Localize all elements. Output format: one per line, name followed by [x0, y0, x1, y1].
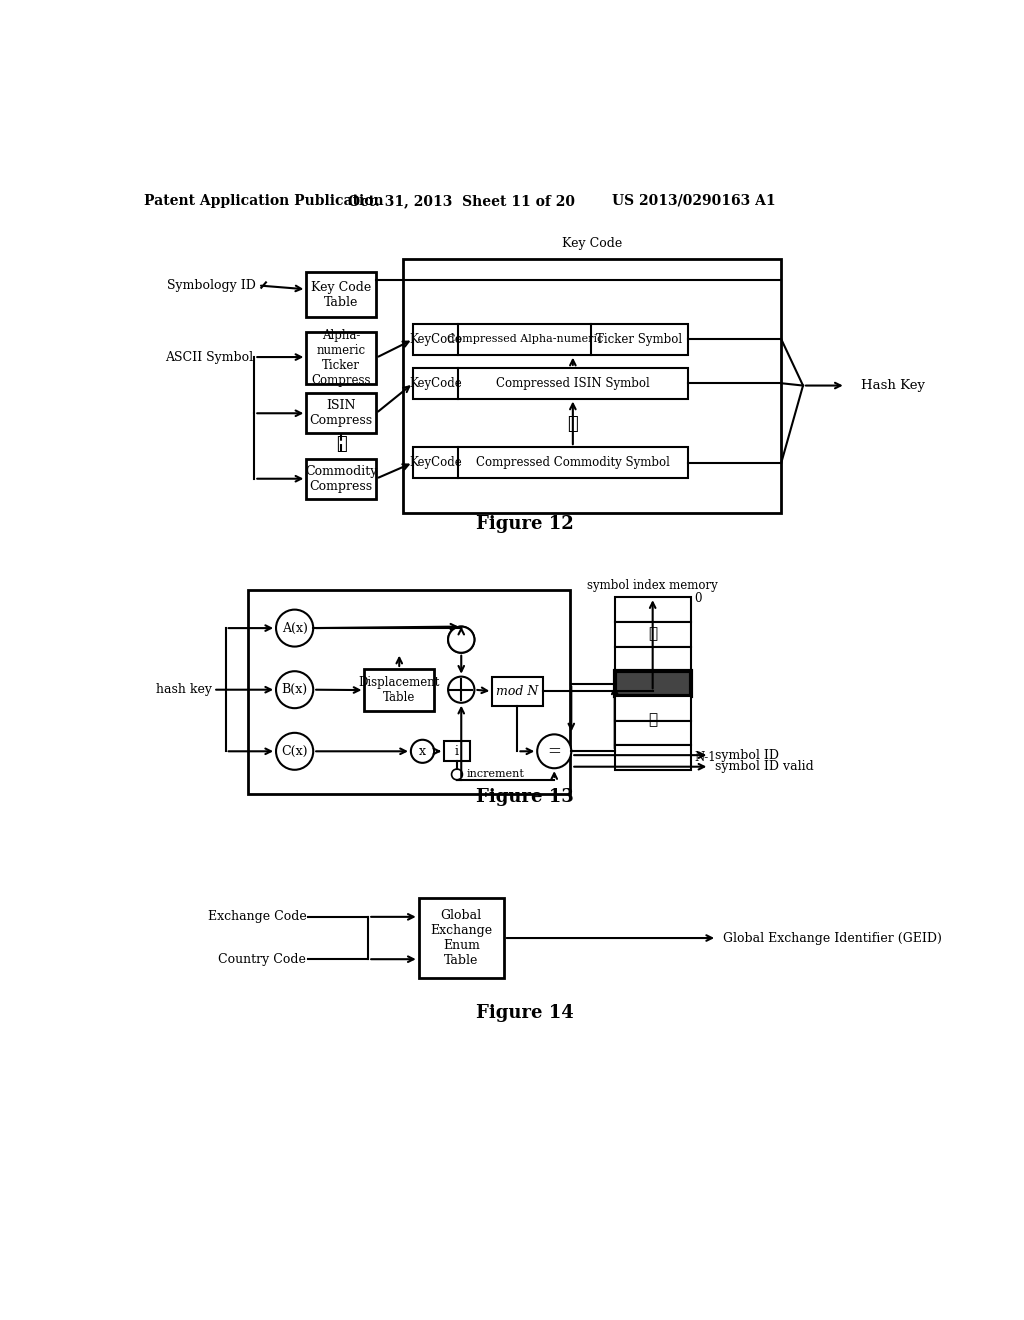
- Bar: [306, 393, 376, 433]
- Bar: [414, 323, 688, 355]
- Bar: [306, 331, 376, 384]
- Text: C(x): C(x): [282, 744, 308, 758]
- Text: Hash Key: Hash Key: [861, 379, 925, 392]
- Bar: [614, 671, 690, 696]
- Circle shape: [276, 733, 313, 770]
- Text: mod N: mod N: [497, 685, 539, 698]
- Bar: [306, 272, 376, 317]
- Text: symbol index memory: symbol index memory: [588, 579, 718, 593]
- Text: Figure 14: Figure 14: [476, 1005, 573, 1022]
- Text: N-1: N-1: [694, 751, 716, 764]
- Text: symbol ID valid: symbol ID valid: [716, 760, 814, 774]
- Circle shape: [452, 770, 463, 780]
- Text: Ticker Symbol: Ticker Symbol: [596, 333, 683, 346]
- Circle shape: [449, 627, 474, 653]
- Text: A(x): A(x): [282, 622, 307, 635]
- Text: Compressed ISIN Symbol: Compressed ISIN Symbol: [496, 376, 649, 389]
- Text: KeyCode: KeyCode: [410, 333, 462, 346]
- Text: ⋮: ⋮: [648, 627, 657, 642]
- Text: Exchange Code: Exchange Code: [208, 911, 306, 924]
- Text: ⋮: ⋮: [648, 714, 657, 727]
- Bar: [614, 721, 690, 744]
- Bar: [365, 669, 434, 711]
- Text: Patent Application Publication: Patent Application Publication: [143, 194, 383, 207]
- Bar: [414, 447, 688, 478]
- Text: Alpha-
numeric
Ticker
Compress: Alpha- numeric Ticker Compress: [311, 329, 371, 387]
- Text: increment: increment: [466, 770, 524, 779]
- Text: ISIN
Compress: ISIN Compress: [309, 399, 373, 428]
- Bar: [248, 590, 569, 793]
- Text: Symbology ID: Symbology ID: [167, 279, 256, 292]
- Text: Compressed Commodity Symbol: Compressed Commodity Symbol: [476, 455, 670, 469]
- Bar: [403, 259, 781, 512]
- Text: Compressed Alpha-numeric: Compressed Alpha-numeric: [446, 334, 603, 345]
- Bar: [419, 898, 504, 978]
- Text: Global Exchange Identifier (GEID): Global Exchange Identifier (GEID): [723, 932, 942, 945]
- Circle shape: [276, 671, 313, 708]
- Text: Country Code: Country Code: [218, 953, 306, 966]
- Text: x: x: [419, 744, 426, 758]
- Bar: [444, 742, 470, 762]
- Circle shape: [411, 739, 434, 763]
- Text: Displacement
Table: Displacement Table: [358, 676, 440, 704]
- Text: 0: 0: [694, 593, 702, 606]
- Circle shape: [276, 610, 313, 647]
- Text: Oct. 31, 2013  Sheet 11 of 20: Oct. 31, 2013 Sheet 11 of 20: [348, 194, 574, 207]
- Text: i: i: [455, 744, 459, 758]
- Circle shape: [538, 734, 571, 768]
- Circle shape: [449, 677, 474, 702]
- Bar: [614, 622, 690, 647]
- Bar: [306, 459, 376, 499]
- Text: Key Code
Table: Key Code Table: [311, 281, 372, 309]
- Bar: [493, 677, 543, 706]
- Text: hash key: hash key: [156, 684, 212, 696]
- Bar: [614, 696, 690, 721]
- Text: KeyCode: KeyCode: [410, 376, 462, 389]
- Circle shape: [449, 627, 474, 653]
- Text: Figure 13: Figure 13: [476, 788, 573, 807]
- Text: Commodity
Compress: Commodity Compress: [305, 465, 377, 492]
- Text: Key Code: Key Code: [562, 238, 623, 249]
- Text: ⋮: ⋮: [567, 414, 579, 433]
- Text: ASCII Symbol: ASCII Symbol: [166, 351, 254, 363]
- Text: Global
Exchange
Enum
Table: Global Exchange Enum Table: [430, 909, 493, 968]
- Bar: [614, 744, 690, 770]
- Bar: [414, 368, 688, 399]
- Text: =: =: [547, 743, 561, 760]
- Text: Figure 12: Figure 12: [476, 515, 573, 533]
- Bar: [614, 597, 690, 622]
- Text: B(x): B(x): [282, 684, 307, 696]
- Text: symbol ID: symbol ID: [716, 748, 779, 762]
- Text: US 2013/0290163 A1: US 2013/0290163 A1: [612, 194, 775, 207]
- Text: ⋮: ⋮: [336, 436, 346, 453]
- Text: KeyCode: KeyCode: [410, 455, 462, 469]
- Bar: [614, 647, 690, 671]
